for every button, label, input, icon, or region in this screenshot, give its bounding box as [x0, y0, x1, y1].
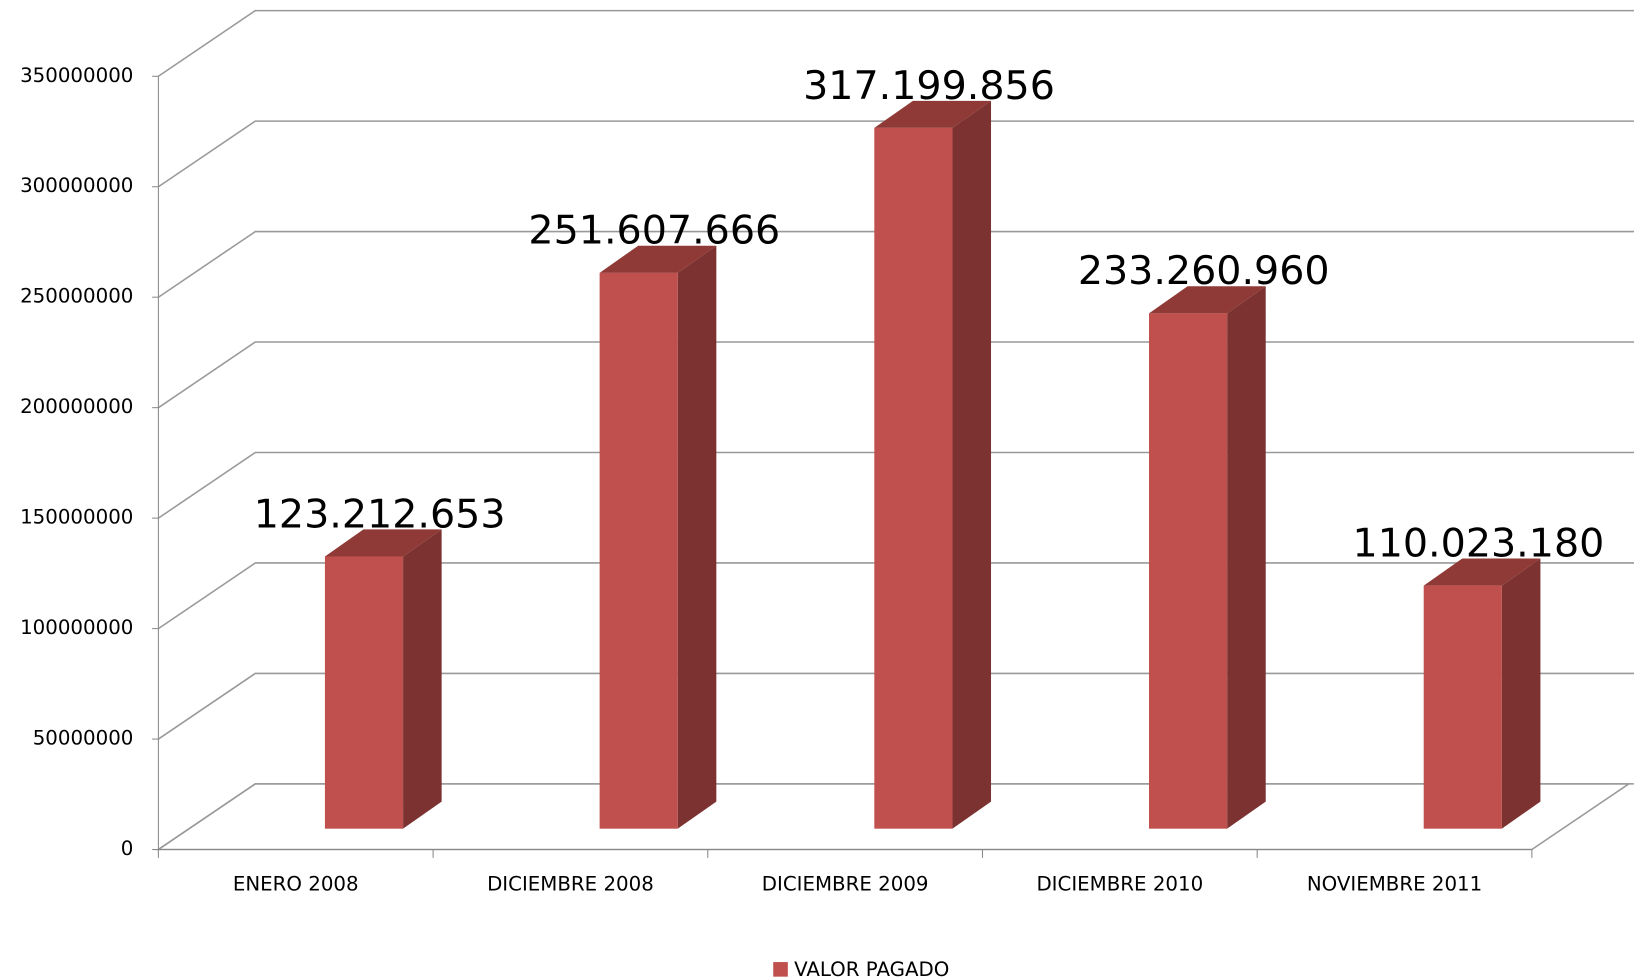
bar	[874, 127, 953, 829]
bar-top	[874, 100, 992, 128]
x-tick-label: DICIEMBRE 2010	[1036, 872, 1203, 895]
y-tick-label: 150000000	[20, 506, 133, 529]
value-label: 123.212.653	[254, 491, 506, 537]
y-tick-label: 0	[121, 837, 134, 860]
legend-label: VALOR PAGADO	[794, 958, 949, 980]
bar	[1423, 585, 1502, 829]
bar	[599, 272, 678, 829]
bar-top	[599, 245, 717, 273]
bar-top	[324, 529, 442, 557]
y-tick-label: 50000000	[33, 727, 134, 750]
grid-line	[157, 230, 1634, 298]
bar-top	[1423, 558, 1541, 586]
y-tick-label: 300000000	[20, 174, 133, 197]
bar-side	[952, 100, 992, 829]
bar-side	[403, 529, 442, 829]
bar-side	[1501, 558, 1541, 829]
legend-swatch	[773, 962, 788, 977]
x-tick-label: DICIEMBRE 2008	[487, 872, 654, 895]
bar-side	[1227, 286, 1266, 829]
y-tick-label: 100000000	[20, 616, 133, 639]
x-tick-label: NOVIEMBRE 2011	[1307, 872, 1482, 895]
x-tick-label: ENERO 2008	[233, 872, 359, 895]
value-label: 251.607.666	[528, 208, 780, 254]
grid-line	[157, 9, 1634, 77]
grid-line	[157, 120, 1634, 188]
bar-top	[1149, 286, 1266, 314]
value-label: 110.023.180	[1353, 521, 1605, 567]
y-tick-label: 200000000	[20, 395, 133, 418]
value-label: 233.260.960	[1078, 248, 1330, 294]
y-tick-label: 250000000	[20, 285, 133, 308]
y-tick-label: 350000000	[20, 64, 133, 87]
bar	[324, 556, 404, 829]
bar	[1149, 313, 1228, 829]
bar-side	[677, 245, 717, 829]
x-tick-label: DICIEMBRE 2009	[762, 872, 929, 895]
value-label: 317.199.856	[803, 63, 1055, 109]
